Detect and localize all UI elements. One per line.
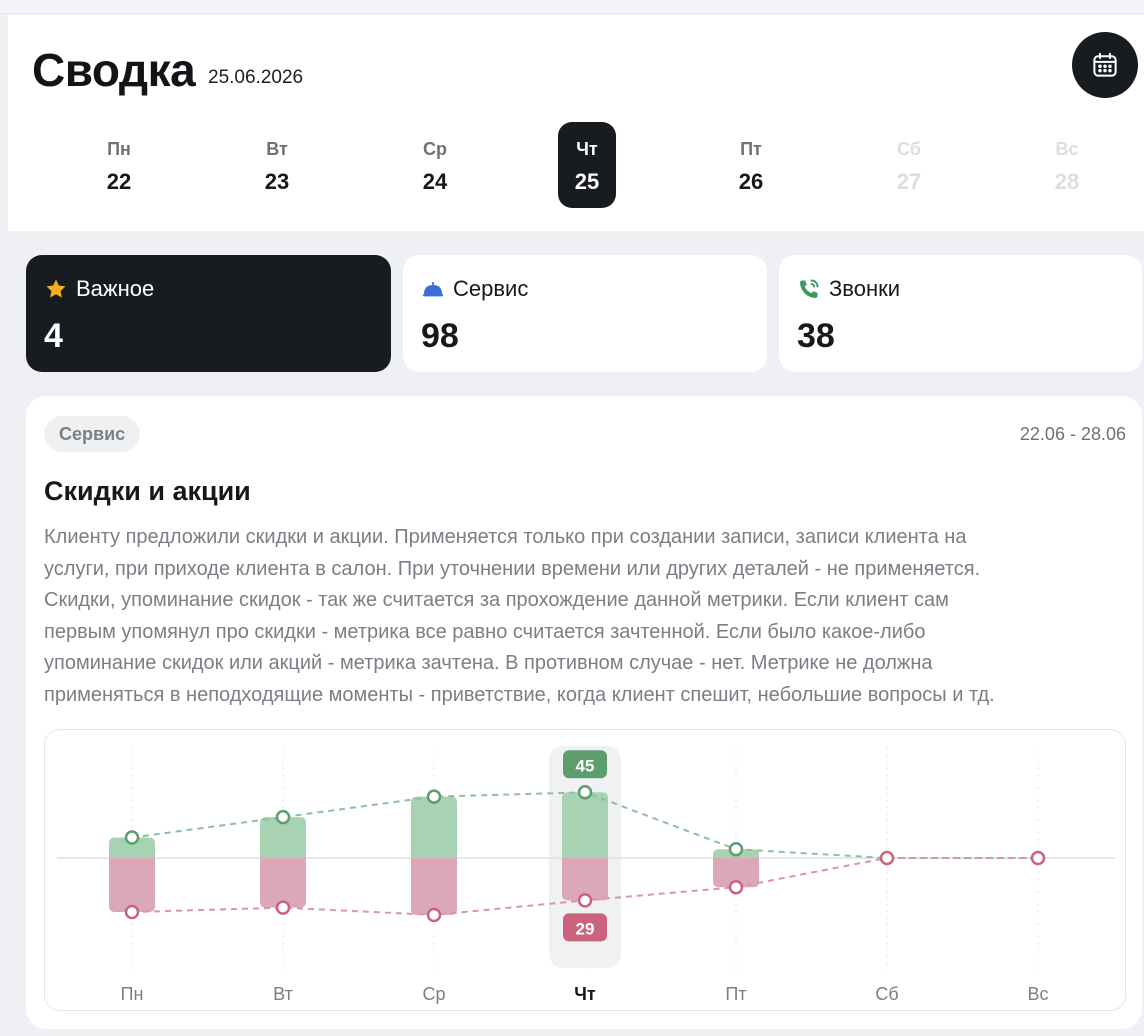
- day-number: 22: [106, 169, 132, 194]
- summary-header: Сводка 25.06.2026 Пн 22 Вт 23 Ср 24: [8, 15, 1144, 231]
- description-line: упоминание скидок или акций - метрика за…: [44, 652, 933, 675]
- description-line: Скидки, упоминание скидок - так же счита…: [44, 589, 949, 612]
- description-line: услуги, при приходе клиента в салон. При…: [44, 557, 981, 580]
- day-item-disabled: Сб 27: [880, 122, 938, 208]
- date-range: 22.06 - 28.06: [1019, 424, 1126, 444]
- card-calls[interactable]: Звонки 38: [779, 255, 1142, 372]
- positive-point: [124, 830, 140, 845]
- description-line: применяться в неподходящие моменты - при…: [44, 683, 995, 706]
- card-label-row: Звонки: [797, 275, 1124, 303]
- x-axis-label: Ср: [422, 984, 445, 1004]
- card-label: Сервис: [453, 276, 529, 301]
- card-label-row: Сервис: [421, 275, 749, 303]
- negative-bar: [109, 858, 155, 913]
- negative-value-badge: [563, 913, 607, 942]
- negative-bar: [411, 858, 457, 915]
- card-label: Звонки: [829, 276, 901, 301]
- day-item[interactable]: Ср 24: [406, 122, 464, 208]
- card-label-row: Важное: [44, 275, 373, 303]
- day-number: 24: [422, 169, 448, 194]
- day-name: Сб: [897, 139, 921, 159]
- calendar-button[interactable]: [1072, 32, 1138, 98]
- card-service[interactable]: Сервис 98: [403, 255, 767, 372]
- top-strip: [0, 0, 1144, 14]
- weekly-chart: 45 29 Пн Вт Ср Чт Пт Сб Вс: [44, 729, 1126, 1011]
- positive-bar: [411, 796, 457, 858]
- phone-icon: [799, 279, 819, 299]
- star-icon: [46, 279, 66, 298]
- day-name: Чт: [576, 139, 598, 159]
- negative-point: [577, 893, 593, 908]
- x-axis-label: Пн: [121, 984, 144, 1004]
- day-number: 26: [738, 169, 764, 194]
- day-name: Ср: [423, 139, 447, 159]
- positive-point: [275, 809, 291, 825]
- x-axis-label: Вс: [1027, 984, 1048, 1004]
- day-number: 23: [264, 169, 290, 194]
- chart-canvas: 45 29 Пн Вт Ср Чт Пт Сб Вс: [57, 746, 1115, 1004]
- day-name: Вс: [1055, 139, 1079, 159]
- negative-point: [879, 850, 895, 866]
- positive-value-label: 45: [576, 756, 595, 775]
- positive-bar: [109, 837, 155, 858]
- negative-bar: [260, 858, 306, 908]
- x-axis-label: Сб: [875, 984, 898, 1004]
- day-name: Пн: [107, 139, 131, 159]
- positive-value-badge: [563, 750, 607, 779]
- negative-bar: [562, 858, 608, 901]
- negative-point: [124, 904, 140, 920]
- description-line: первым упомянул про скидки - метрика все…: [44, 620, 926, 643]
- card-value: 4: [44, 317, 63, 355]
- day-item-selected[interactable]: Чт 25: [558, 122, 616, 208]
- description-line: Клиенту предложили скидки и акции. Приме…: [44, 526, 967, 548]
- negative-bar: [713, 858, 759, 888]
- negative-value-label: 29: [576, 919, 595, 938]
- day-number: 27: [896, 169, 922, 194]
- day-number: 28: [1054, 169, 1080, 194]
- positive-bar: [562, 792, 608, 858]
- x-axis-label: Чт: [574, 984, 596, 1004]
- metric-panel: Сервис 22.06 - 28.06 Скидки и акции Клие…: [26, 396, 1142, 1029]
- card-value: 98: [421, 317, 459, 355]
- positive-point: [426, 789, 442, 804]
- current-date: 25.06.2026: [208, 67, 304, 88]
- week-selector: Пн 22 Вт 23 Ср 24 Чт 25 Пт 26 Сб 27 Вс 2…: [16, 122, 1144, 214]
- card-value: 38: [797, 317, 835, 355]
- day-number: 25: [574, 169, 600, 194]
- page-title: Сводка: [32, 44, 196, 96]
- positive-bar: [260, 817, 306, 858]
- negative-point: [728, 879, 744, 895]
- day-item-disabled: Вс 28: [1038, 122, 1096, 208]
- card-important[interactable]: Важное 4: [26, 255, 391, 372]
- negative-point: [275, 900, 291, 915]
- positive-point: [728, 841, 744, 857]
- day-name: Пт: [740, 139, 762, 159]
- negative-point: [426, 907, 442, 923]
- category-tag[interactable]: Сервис: [44, 416, 141, 452]
- metric-description: Клиенту предложили скидки и акции. Приме…: [44, 522, 1124, 712]
- x-axis-label: Вт: [273, 984, 293, 1004]
- service-bell-icon: [423, 282, 443, 297]
- positive-point: [577, 785, 593, 800]
- negative-point: [1030, 850, 1046, 866]
- card-label: Важное: [76, 276, 155, 301]
- day-item[interactable]: Пн 22: [90, 122, 148, 208]
- day-name: Вт: [266, 139, 288, 159]
- day-item[interactable]: Пт 26: [722, 122, 780, 208]
- day-item[interactable]: Вт 23: [248, 122, 306, 208]
- metric-title: Скидки и акции: [44, 476, 251, 506]
- calendar-icon: [1093, 52, 1117, 77]
- x-axis-label: Пт: [725, 984, 746, 1004]
